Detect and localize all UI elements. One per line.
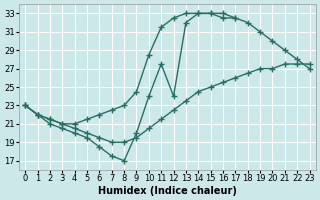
X-axis label: Humidex (Indice chaleur): Humidex (Indice chaleur) [98,186,237,196]
